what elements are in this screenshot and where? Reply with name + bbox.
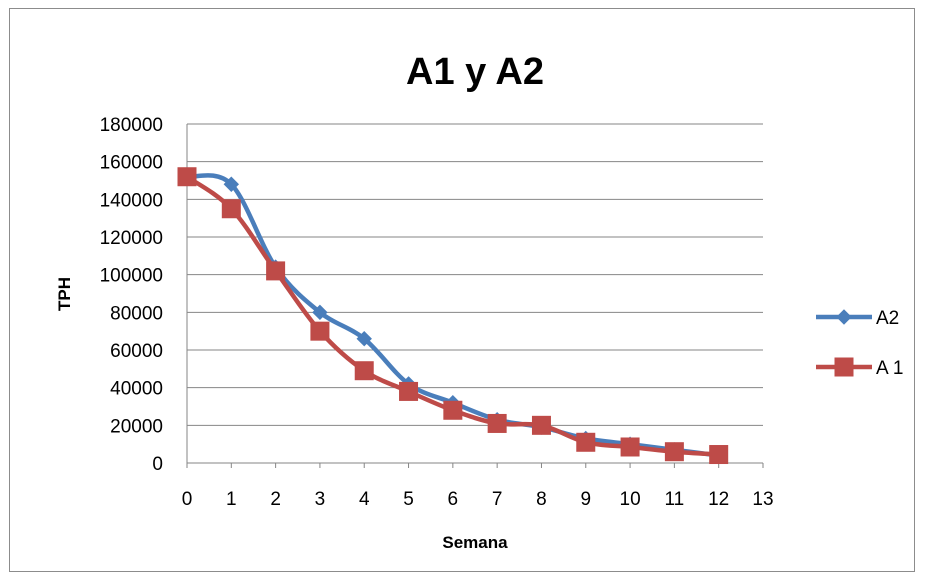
x-tick-label: 12 [708,489,729,510]
data-point [399,381,419,401]
data-point [709,445,729,465]
x-axis-title: Semana [442,533,508,552]
data-point [620,437,640,457]
y-tick-labels: 0 20000 40000 60000 80000 100000 120000 140000 1… [100,115,163,475]
series-a1 [177,167,729,465]
y-tick-label: 180000 [100,115,163,136]
x-tick-label: 5 [403,489,414,510]
x-tick-label: 10 [620,489,641,510]
data-point [531,415,551,435]
legend-swatch-marker [834,357,854,377]
gridlines [187,123,763,426]
x-tick-label: 7 [492,489,503,510]
chart-frame [9,8,915,572]
y-tick-label: 100000 [100,266,163,287]
series-group [177,167,729,465]
x-tick-label: 1 [226,489,237,510]
x-tick-label: 11 [665,489,685,510]
x-tick-label: 9 [580,489,591,510]
x-tick-label: 2 [270,489,281,510]
y-tick-label: 120000 [100,228,163,249]
data-point [177,167,197,187]
legend-item: A2 [816,308,899,329]
data-point [223,176,240,192]
legend-label: A 1 [876,358,903,379]
y-axis-title: TPH [55,277,74,311]
data-point [443,400,463,420]
data-point [266,261,286,281]
data-point [664,442,684,462]
y-tick-label: 20000 [110,416,163,437]
data-point [354,361,374,381]
legend-swatch-marker [836,309,852,325]
x-tick-labels: 0 1 2 3 4 5 6 7 8 9 10 11 12 13 [182,489,774,510]
data-point [576,432,596,452]
y-tick-label: 40000 [110,379,163,400]
data-point [310,321,330,341]
legend-label: A2 [876,308,899,329]
x-tick-label: 8 [536,489,547,510]
x-tick-label: 0 [182,489,193,510]
y-tick-label: 80000 [110,303,163,324]
data-point [356,330,372,347]
data-point [221,199,241,219]
y-tick-label: 160000 [100,153,163,174]
y-tick-label: 60000 [110,341,163,362]
data-point [487,413,507,433]
data-point [312,304,328,321]
x-tick-label: 3 [315,489,326,510]
x-tick-label: 6 [448,489,459,510]
y-tick-label: 0 [152,454,163,475]
x-tick-label: 4 [359,489,370,510]
chart-title: A1 y A2 [406,51,544,93]
y-tick-label: 140000 [100,190,163,211]
legend-item: A 1 [816,357,903,379]
x-tick-label: 13 [752,489,773,510]
legend: A2 A 1 [816,308,903,379]
